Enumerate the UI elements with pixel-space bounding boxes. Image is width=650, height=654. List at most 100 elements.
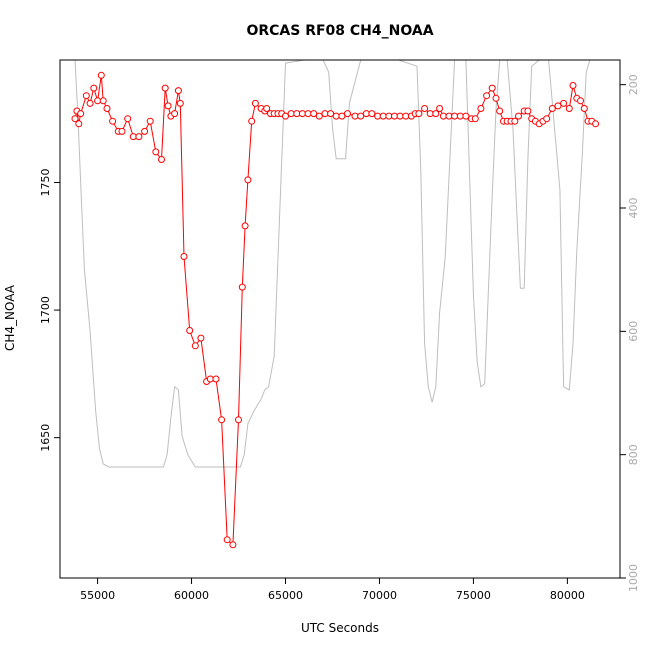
- y-tick-label: 1750: [39, 169, 52, 197]
- x-tick-label: 60000: [174, 589, 209, 602]
- ch4-data-point: [229, 541, 237, 549]
- ch4-data-point: [548, 105, 556, 112]
- axes-layer: 55000 60000 65000 70000 75000 80000 1650 1700 17…: [39, 59, 640, 602]
- ch4-data-point: [218, 416, 226, 424]
- ch4-data-point: [174, 87, 182, 95]
- ch4-data-point: [180, 253, 188, 260]
- y2-tick-label: 800: [627, 444, 640, 465]
- ch4-data-point: [206, 375, 214, 383]
- chart-title: ORCAS RF08 CH4_NOAA: [246, 23, 433, 39]
- ch4-data-point: [560, 99, 568, 107]
- ch4-data-point: [141, 127, 149, 135]
- ch4-data-point: [238, 283, 246, 291]
- ch4-data-point: [86, 99, 94, 107]
- ch4-data-point: [379, 112, 387, 120]
- ch4-data-point: [251, 99, 259, 107]
- ch4-data-point: [99, 97, 107, 105]
- ch4-data-point: [197, 334, 205, 342]
- ch4-data-point: [161, 84, 169, 92]
- ch4-data-point: [344, 110, 351, 118]
- ch4-data-point: [241, 222, 249, 230]
- ch4-data-point: [282, 112, 289, 120]
- ch4-data-point: [351, 112, 359, 120]
- ch4-data-point: [135, 133, 143, 141]
- ch4-data-point: [298, 110, 306, 118]
- ch4-data-point: [471, 115, 479, 123]
- plot-frame: [59, 59, 621, 579]
- ch4-data-point: [248, 117, 256, 125]
- ch4-data-point: [483, 92, 491, 100]
- x-tick-label: 75000: [456, 589, 491, 602]
- ch4-data-point: [565, 105, 573, 112]
- ch4-data-point: [109, 117, 117, 125]
- ch4-data-point: [357, 112, 365, 120]
- ch4-data-point: [577, 97, 584, 105]
- x-axis-title: UTC Seconds: [301, 621, 379, 635]
- ch4-data-point: [543, 115, 551, 123]
- ch4-data-point: [263, 105, 271, 112]
- ch4-data-point: [235, 416, 242, 424]
- x-tick-label: 55000: [80, 589, 115, 602]
- pressure-line: [74, 60, 591, 468]
- ch4-data-point: [103, 105, 111, 112]
- ch4-data-point: [338, 112, 346, 120]
- ch4-data-point: [97, 71, 105, 79]
- ch4-data-point: [244, 176, 252, 184]
- y2-tick-label: 600: [627, 321, 640, 342]
- ch4-data-point: [396, 112, 404, 120]
- ch4-data-point: [118, 127, 126, 135]
- pressure-series-layer: [74, 60, 591, 468]
- ch4-data-point: [569, 82, 577, 89]
- y2-tick-label: 1000: [627, 564, 640, 592]
- ch4-data-point: [327, 110, 335, 118]
- ch4-data-point: [287, 110, 295, 118]
- ch4-data-point: [492, 94, 500, 102]
- ch4-series-layer: [71, 71, 600, 549]
- ch4-data-point: [164, 102, 172, 110]
- ch4-data-point: [124, 115, 132, 123]
- ch4-data-point: [315, 112, 323, 120]
- x-tick-label: 65000: [268, 589, 303, 602]
- ch4-data-point: [90, 84, 98, 92]
- ch4-data-point: [554, 102, 562, 110]
- ch4-data-point: [580, 105, 588, 112]
- ch4-data-point: [368, 110, 376, 118]
- ch4-data-point: [515, 112, 522, 120]
- ch4-data-point: [451, 112, 459, 120]
- ch4-data-point: [436, 105, 444, 112]
- y-tick-label: 1700: [39, 296, 52, 324]
- x-tick-label: 70000: [362, 589, 397, 602]
- ch4-data-point: [158, 156, 165, 163]
- ch4-data-point: [462, 112, 470, 120]
- ch4-data-point: [421, 105, 429, 112]
- ch4-data-point: [71, 115, 79, 123]
- ch4-data-point: [77, 110, 85, 118]
- ch4-data-point: [415, 110, 423, 118]
- ch4-data-point: [191, 342, 199, 350]
- y-tick-label: 1650: [39, 424, 52, 452]
- ch4-data-point: [171, 110, 179, 118]
- x-tick-label: 80000: [550, 589, 585, 602]
- y2-tick-label: 400: [627, 198, 640, 219]
- ch4-data-point: [524, 107, 532, 115]
- ch4-data-point: [592, 120, 600, 128]
- ch4-data-point: [488, 84, 496, 92]
- ch4-data-point: [176, 99, 184, 107]
- ch4-data-point: [146, 117, 154, 125]
- y2-tick-label: 200: [627, 74, 640, 95]
- ch4-data-point: [511, 117, 519, 125]
- ch4-data-point: [310, 110, 318, 118]
- ch4-data-point: [332, 112, 340, 120]
- ch4-data-point: [212, 375, 220, 383]
- ch4-data-point: [223, 536, 231, 544]
- ch4-data-point: [496, 107, 504, 115]
- ch4-data-point: [186, 327, 194, 334]
- ch4-data-point: [82, 92, 90, 100]
- ch4-data-point: [75, 120, 83, 128]
- ch4-data-point: [432, 110, 440, 118]
- ch4-data-point: [477, 105, 485, 112]
- y-axis-title: CH4_NOAA: [3, 284, 17, 351]
- ch4-data-point: [152, 148, 160, 156]
